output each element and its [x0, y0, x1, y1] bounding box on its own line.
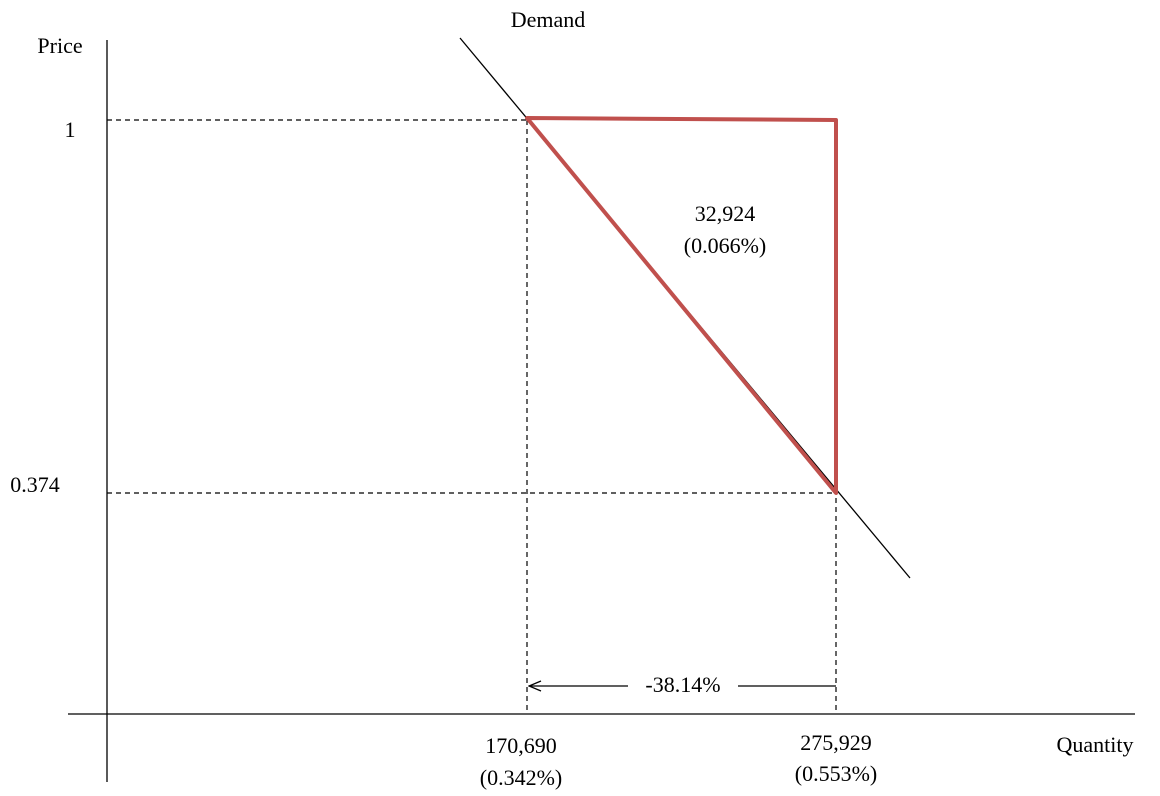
quantity-value: 275,929: [800, 730, 872, 755]
quantity-value: 170,690: [485, 733, 557, 758]
y-axis-label: Price: [37, 33, 82, 58]
quantity-share: (0.553%): [795, 761, 877, 786]
quantity-share: (0.342%): [480, 765, 562, 790]
triangle-share: (0.066%): [684, 233, 766, 258]
curve-label: Demand: [511, 7, 586, 32]
x-axis-label: Quantity: [1057, 732, 1134, 757]
price-label: 0.374: [10, 472, 60, 497]
surplus-triangle: [525, 116, 838, 495]
price-label: 1: [65, 117, 76, 142]
change-label: -38.14%: [645, 672, 720, 697]
triangle-value: 32,924: [695, 201, 756, 226]
